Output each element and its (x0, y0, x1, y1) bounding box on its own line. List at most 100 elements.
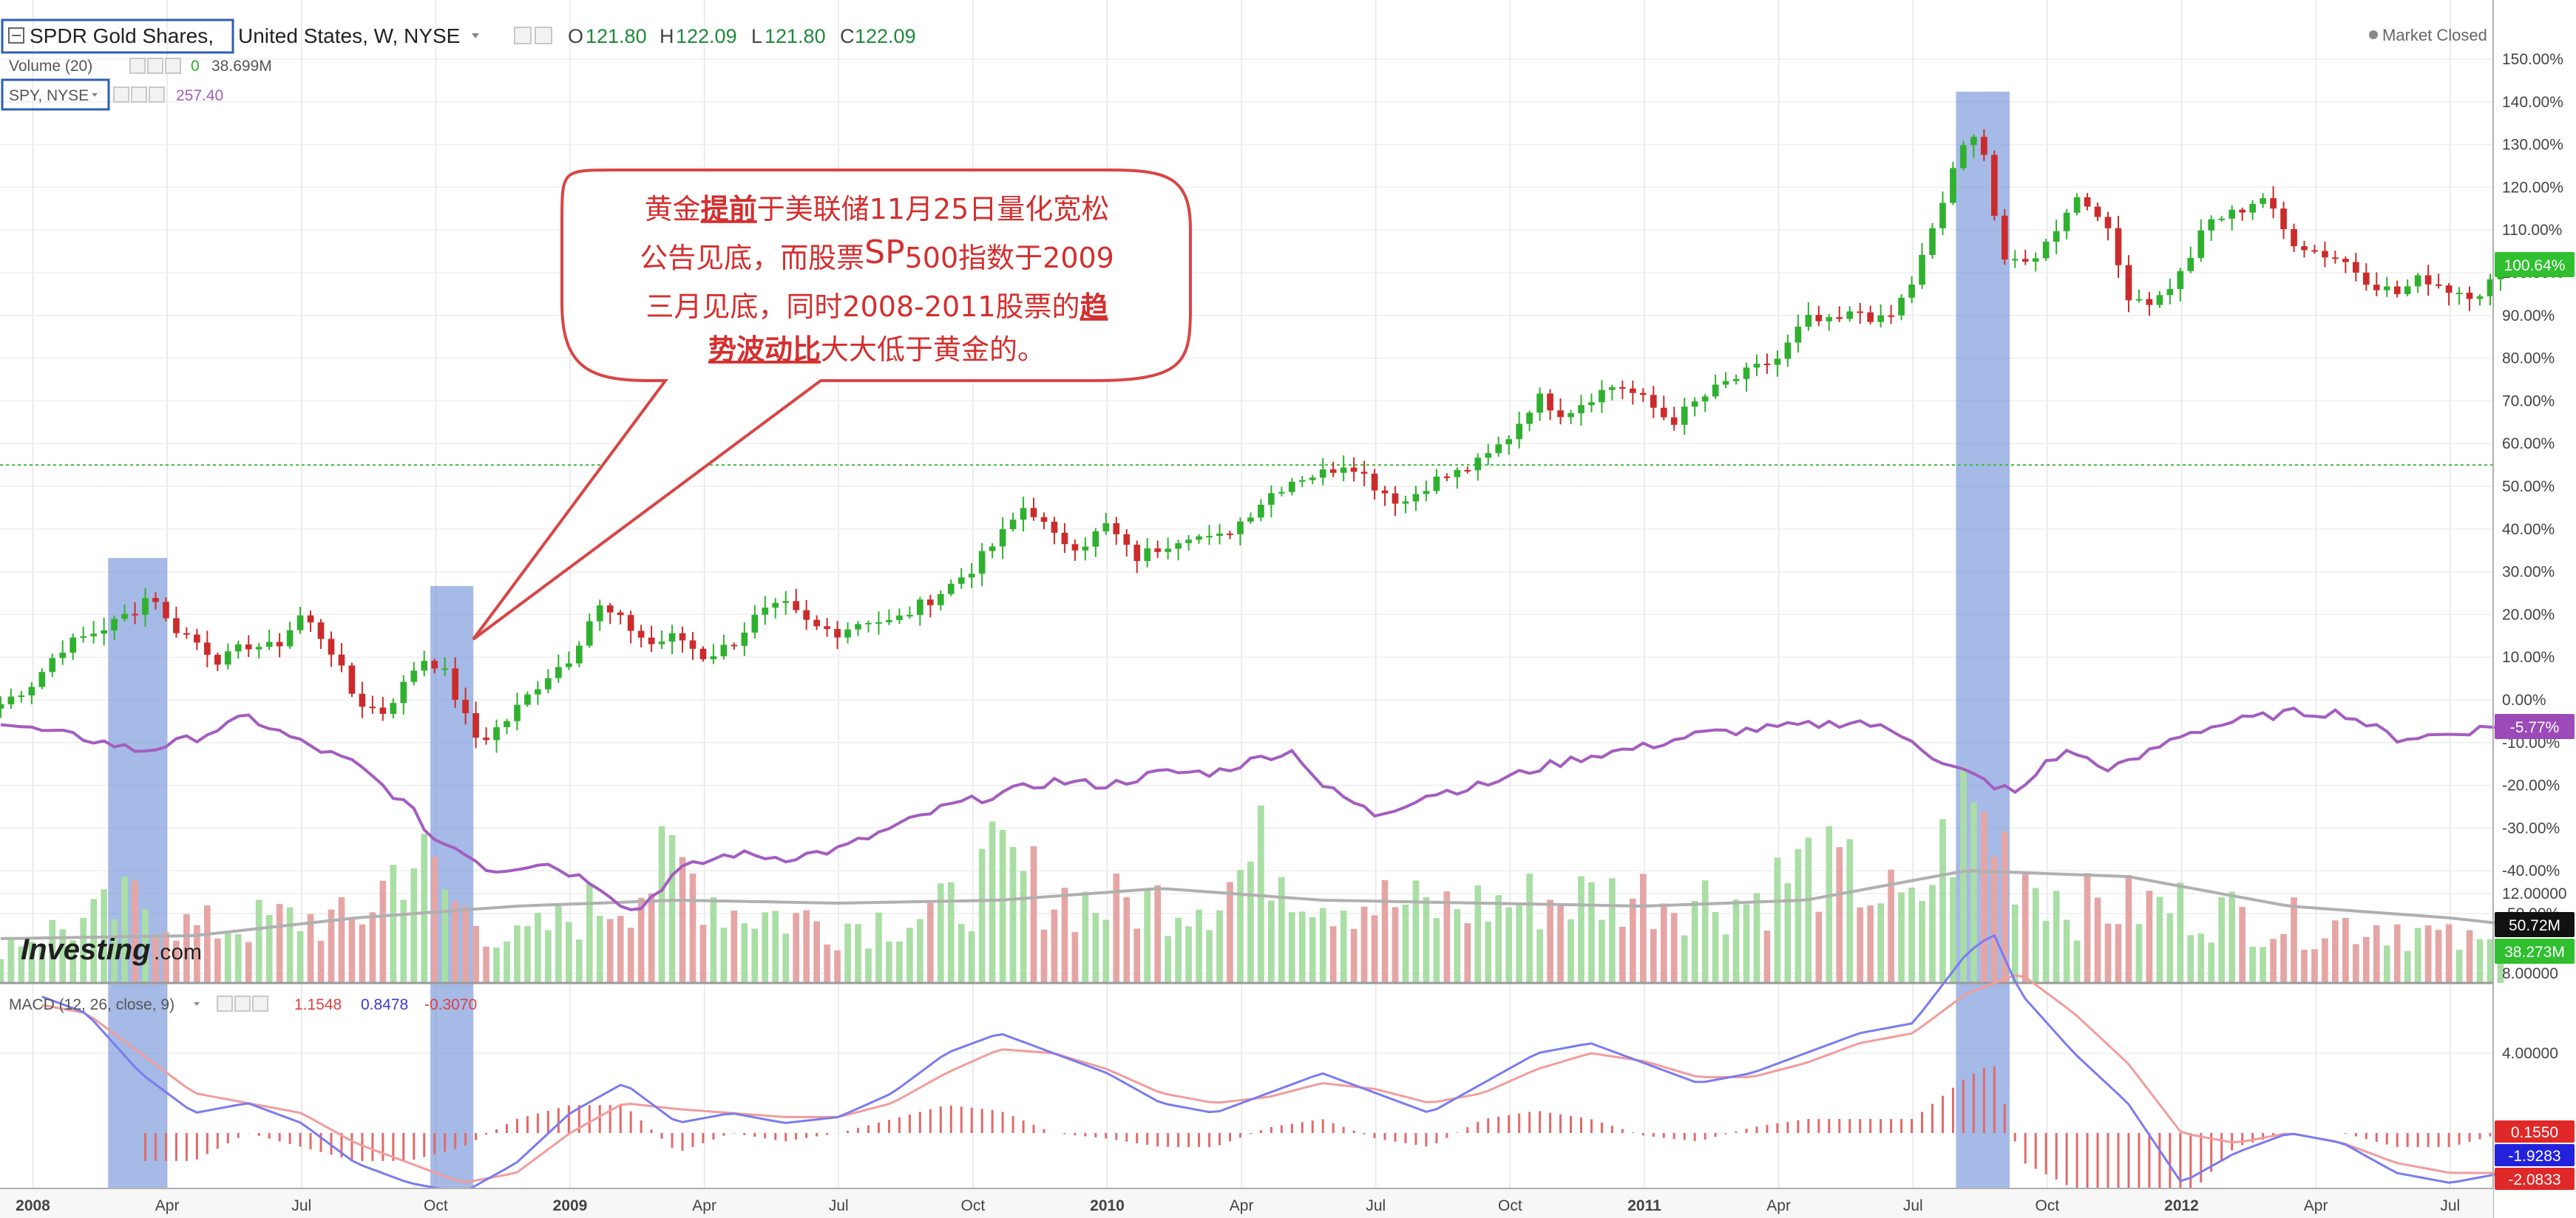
candle-body (2094, 206, 2101, 217)
candle-body (2125, 265, 2132, 301)
volume-bar (1258, 805, 1264, 983)
candle-body (1846, 311, 1854, 319)
volume-bar (1732, 899, 1740, 983)
candle-body (1722, 381, 1729, 385)
volume-bar (2322, 938, 2328, 983)
candle-body (111, 619, 118, 630)
x-tick-label: 2012 (2164, 1197, 2199, 1214)
macd-legend-value3: -0.3070 (424, 996, 477, 1013)
candle-body (338, 654, 345, 666)
volume-bar (1826, 826, 1833, 983)
candle-body (617, 612, 624, 616)
candle-body (2001, 215, 2008, 260)
candle-body (1950, 168, 1956, 203)
candle-body (296, 615, 304, 630)
volume-bar (793, 913, 800, 983)
candle-body (1329, 469, 1337, 473)
spy-settings-icon[interactable] (113, 86, 129, 103)
macd-hide-icon[interactable] (234, 996, 251, 1012)
candle-body (1412, 494, 1420, 502)
vol-ma-badge-bg (2495, 912, 2575, 937)
macd-legend-label: MACD (12, 26, close, 9) (9, 996, 174, 1013)
candle-body (2342, 259, 2349, 262)
hide-icon[interactable] (535, 27, 552, 44)
candle-body (751, 614, 759, 633)
candle-body (575, 645, 583, 664)
volume-bar (1753, 893, 1760, 983)
x-tick-label: Oct (424, 1197, 448, 1214)
volume-bar (1805, 837, 1812, 983)
candle-body (834, 629, 841, 638)
candle-body (2135, 299, 2143, 301)
candle-body (1464, 469, 1471, 472)
x-tick-label: Jul (2440, 1197, 2460, 1214)
candle-body (1298, 480, 1306, 482)
volume-bar (917, 919, 923, 983)
volume-bar (2466, 930, 2473, 983)
spy-chevron-down-icon[interactable] (92, 93, 98, 97)
candle-body (2177, 271, 2184, 290)
volume-bar (1175, 917, 1182, 983)
candle-body (1133, 545, 1141, 562)
volume-legend-label: Volume (20) (9, 58, 92, 75)
volume-bar (586, 883, 593, 983)
volume-bar (1547, 899, 1553, 983)
candle-body (1670, 417, 1678, 425)
volume-bar (1268, 900, 1275, 983)
volume-bar (545, 930, 552, 983)
volume-bar (1020, 871, 1027, 983)
volume-bar (296, 930, 304, 983)
volume-bar (1185, 926, 1192, 983)
volume-bar (2042, 920, 2050, 983)
candle-body (535, 689, 541, 695)
volume-bar (803, 910, 810, 983)
macd-close-icon[interactable] (252, 996, 268, 1012)
volume-bar (875, 912, 882, 983)
volume-settings-icon[interactable] (129, 58, 146, 74)
volume-bars (0, 766, 2504, 983)
x-tick-label: Apr (692, 1197, 716, 1214)
candle-body (1888, 315, 1894, 317)
spy-hide-icon[interactable] (131, 86, 147, 103)
candle-body (648, 637, 655, 644)
candle-body (2208, 219, 2215, 231)
candle-body (1681, 406, 1688, 425)
volume-bar (152, 936, 159, 983)
y-tick-label: 70.00% (2502, 392, 2555, 409)
volume-bar (1237, 870, 1244, 983)
volume-bar (504, 941, 510, 983)
macd-tick-label: 12.00000 (2502, 885, 2567, 902)
volume-bar (1639, 874, 1647, 983)
candle-body (1557, 410, 1564, 418)
volume-bar (2239, 907, 2245, 983)
volume-hide-icon[interactable] (147, 58, 163, 74)
chevron-down-icon[interactable] (472, 33, 479, 38)
candle-body (514, 704, 521, 721)
macd-settings-icon[interactable] (217, 996, 233, 1012)
x-tick-label: Apr (2304, 1197, 2328, 1214)
volume-bar (431, 857, 438, 983)
candle-body (658, 642, 665, 644)
y-tick-label: 120.00% (2502, 179, 2563, 196)
candle-body (2414, 275, 2421, 287)
settings-icon[interactable] (514, 27, 532, 44)
candle-body (421, 661, 428, 671)
candle-body (132, 613, 138, 616)
spy-close-icon[interactable] (149, 86, 165, 103)
volume-bar (2146, 891, 2153, 983)
volume-bar (699, 925, 707, 983)
macd-legend-value2: 0.8478 (361, 996, 408, 1013)
macd-chevron-down-icon[interactable] (194, 1002, 200, 1006)
volume-bar (1888, 869, 1894, 983)
macd-axis-ticks: 12.00000 8.00000 4.00000 (2502, 885, 2567, 1062)
candle-body (565, 663, 572, 667)
candle-body (1009, 520, 1017, 529)
candle-body (2455, 292, 2463, 294)
volume-bar (1970, 802, 1977, 983)
callout-segment: 公告见底，而股票 (640, 242, 864, 274)
volume-close-icon[interactable] (165, 58, 181, 74)
y-tick-label: 80.00% (2502, 350, 2555, 367)
macd-badge-1-bg (2495, 1120, 2575, 1143)
